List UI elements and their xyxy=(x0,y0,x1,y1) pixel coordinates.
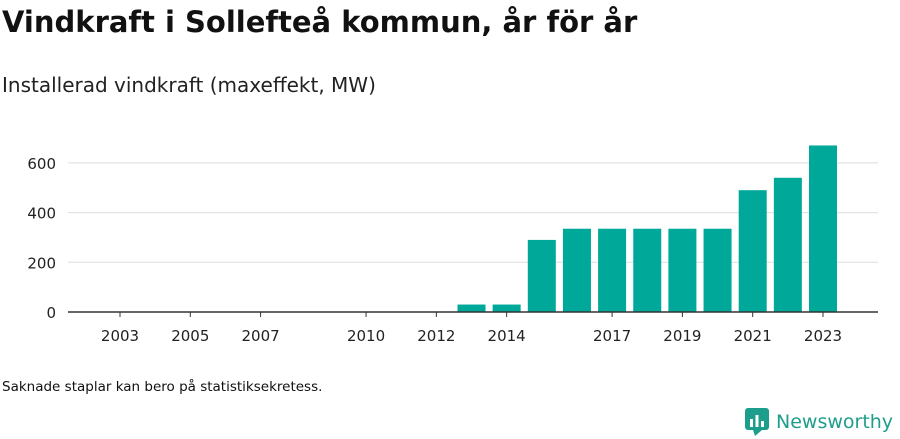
footnote: Saknade staplar kan bero på statistiksek… xyxy=(2,379,323,395)
chart-subtitle: Installerad vindkraft (maxeffekt, MW) xyxy=(2,73,376,97)
x-tick-label: 2012 xyxy=(417,327,455,345)
bar-2021 xyxy=(738,190,767,312)
bars xyxy=(457,145,837,312)
bar-2015 xyxy=(527,239,556,312)
x-axis-tick-labels: 2003 2005 2007 2010 2012 2014 2017 2019 2021 2023 xyxy=(101,312,842,345)
newsworthy-logo-icon xyxy=(745,408,769,436)
x-tick-label: 2017 xyxy=(593,327,631,345)
bar-2018 xyxy=(633,228,662,312)
x-tick-label: 2003 xyxy=(101,327,139,345)
bar-2016 xyxy=(562,228,591,312)
brand-name: Newsworthy xyxy=(776,411,894,433)
y-tick-label: 600 xyxy=(27,155,56,173)
bar-2013 xyxy=(457,304,486,312)
chart-title: Vindkraft i Sollefteå kommun, år för år xyxy=(2,5,638,39)
x-tick-label: 2014 xyxy=(488,327,526,345)
x-tick-label: 2007 xyxy=(242,327,280,345)
bar-2023 xyxy=(809,145,837,312)
bar-2019 xyxy=(668,228,697,312)
bar-2020 xyxy=(703,228,732,312)
y-tick-label: 0 xyxy=(46,304,56,322)
y-tick-label: 200 xyxy=(27,254,56,272)
brand-logo[interactable]: Newsworthy xyxy=(744,405,893,439)
bar-2022 xyxy=(773,177,802,312)
x-tick-label: 2019 xyxy=(663,327,701,345)
x-tick-label: 2023 xyxy=(804,327,842,345)
y-tick-label: 400 xyxy=(27,205,56,223)
bar-2014 xyxy=(492,304,521,312)
x-tick-label: 2021 xyxy=(734,327,772,345)
bar-2017 xyxy=(598,228,627,312)
x-tick-label: 2010 xyxy=(347,327,385,345)
x-tick-label: 2005 xyxy=(171,327,209,345)
y-axis-tick-labels: 0 200 400 600 xyxy=(27,155,56,322)
